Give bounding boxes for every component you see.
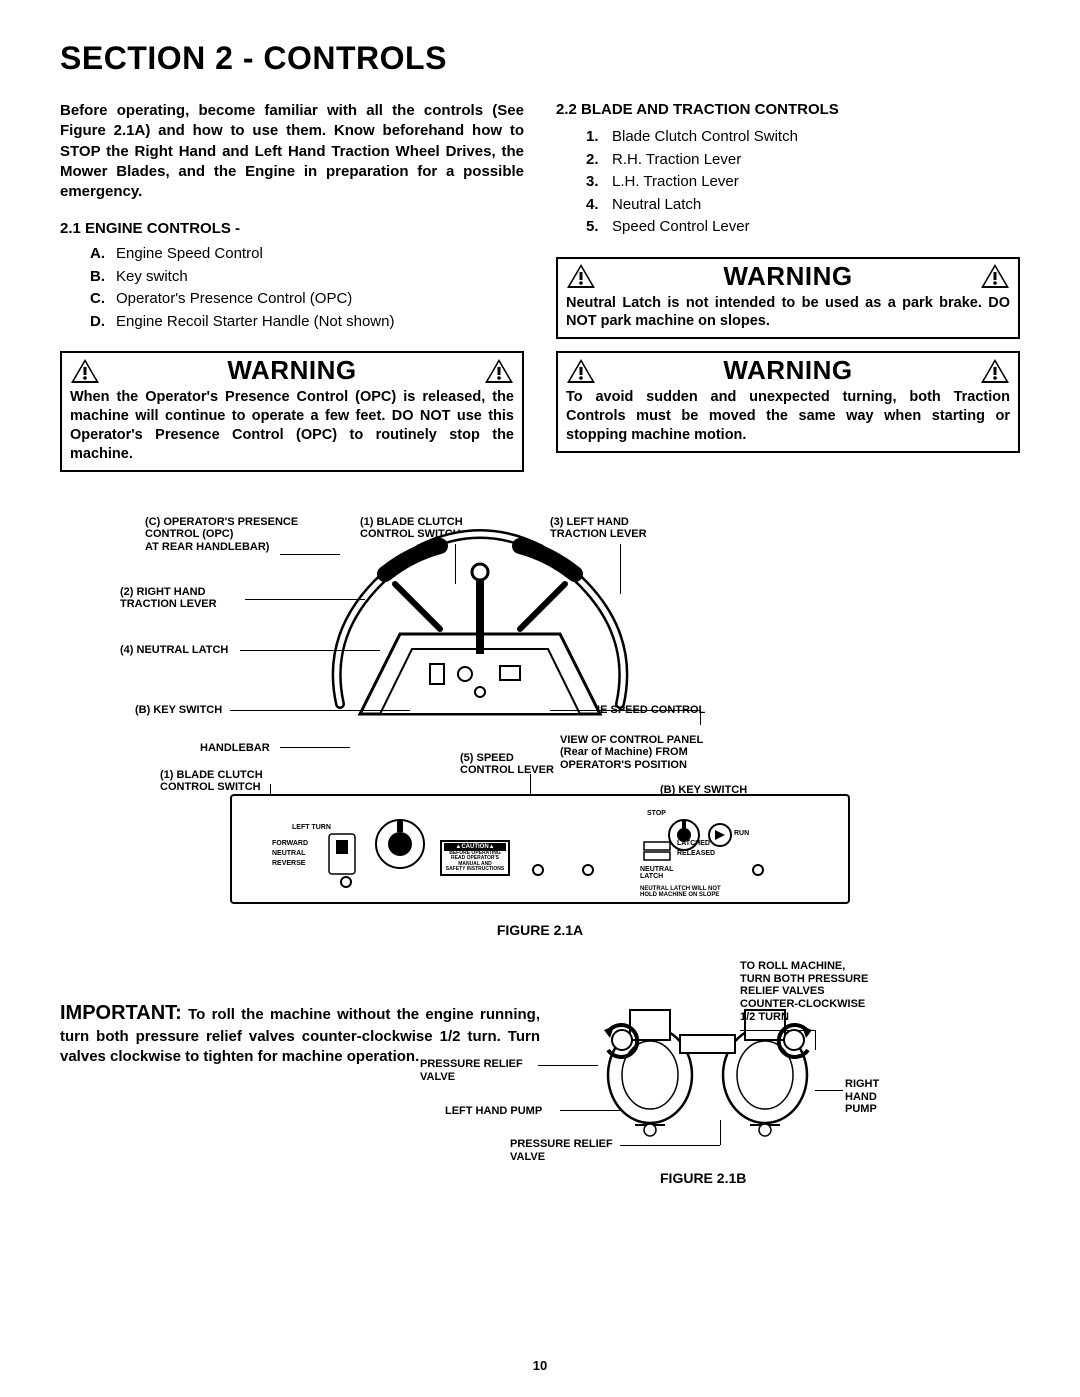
warning-header: WARNING — [62, 353, 522, 386]
fig-b-label-roll-note: TO ROLL MACHINE, TURN BOTH PRESSURE RELI… — [740, 960, 868, 1023]
list-text: L.H. Traction Lever — [612, 171, 739, 194]
right-column: 2.2 BLADE AND TRACTION CONTROLS 1.Blade … — [556, 101, 1020, 484]
fig-label-opc: (C) OPERATOR'S PRESENCE CONTROL (OPC) AT… — [145, 516, 298, 554]
list-text: Speed Control Lever — [612, 216, 750, 239]
list-item: C.Operator's Presence Control (OPC) — [90, 288, 524, 311]
important-word: IMPORTANT: — [60, 1002, 182, 1024]
blade-controls-list: 1.Blade Clutch Control Switch 2.R.H. Tra… — [556, 126, 1020, 239]
engine-controls-list: A.Engine Speed Control B.Key switch C.Op… — [60, 243, 524, 333]
list-item: 1.Blade Clutch Control Switch — [586, 126, 1020, 149]
panel-text-run: RUN — [734, 830, 749, 838]
figure-2-1a: (C) OPERATOR'S PRESENCE CONTROL (OPC) AT… — [60, 504, 1020, 964]
panel-hole-icon — [582, 864, 594, 876]
caution-label: ▲CAUTION▲ BEFORE OPERATING READ OPERATOR… — [440, 840, 510, 876]
panel-text-released: RELEASED — [677, 850, 715, 858]
list-text: R.H. Traction Lever — [612, 149, 741, 172]
list-marker: 2. — [586, 149, 612, 172]
fig-label-rh-traction: (2) RIGHT HAND TRACTION LEVER — [120, 586, 217, 611]
fig-label-neutral-latch: (4) NEUTRAL LATCH — [120, 644, 228, 657]
fig-label-blade-clutch-bottom: (1) BLADE CLUTCH CONTROL SWITCH — [160, 769, 263, 794]
list-item: D.Engine Recoil Starter Handle (Not show… — [90, 311, 524, 334]
list-marker: 3. — [586, 171, 612, 194]
caution-body-text: BEFORE OPERATING READ OPERATOR'S MANUAL … — [444, 851, 506, 873]
blade-controls-heading: 2.2 BLADE AND TRACTION CONTROLS — [556, 101, 1020, 118]
panel-hole-icon — [532, 864, 544, 876]
list-item: 3.L.H. Traction Lever — [586, 171, 1020, 194]
list-text: Key switch — [116, 266, 188, 289]
fig-b-label-lh-pump: LEFT HAND PUMP — [445, 1105, 542, 1118]
switch-icon — [327, 832, 357, 876]
fig-b-label-prv1: PRESSURE RELIEF VALVE — [420, 1058, 523, 1083]
warning-body: To avoid sudden and unexpected turning, … — [558, 386, 1018, 451]
figure-2-1b: TO ROLL MACHINE, TURN BOTH PRESSURE RELI… — [420, 960, 1020, 1220]
handlebar-illustration — [300, 514, 660, 754]
list-marker: 1. — [586, 126, 612, 149]
warning-header: WARNING — [558, 353, 1018, 386]
panel-text-latched: LATCHED — [677, 840, 710, 848]
warning-triangle-icon — [566, 263, 596, 289]
panel-hole-icon — [340, 876, 352, 888]
panel-text-reverse: REVERSE — [272, 860, 305, 868]
list-text: Engine Speed Control — [116, 243, 263, 266]
list-item: 4.Neutral Latch — [586, 194, 1020, 217]
panel-text-stop: STOP — [647, 810, 666, 818]
panel-hole-icon — [752, 864, 764, 876]
warning-title: WARNING — [596, 261, 980, 292]
panel-text-nl-note: NEUTRAL LATCH WILL NOT HOLD MACHINE ON S… — [640, 886, 721, 899]
list-text: Operator's Presence Control (OPC) — [116, 288, 352, 311]
panel-text-neutral: NEUTRAL — [272, 850, 305, 858]
warning-triangle-icon — [980, 263, 1010, 289]
control-panel-illustration: LEFT TURN FORWARD NEUTRAL REVERSE ▲CAUTI… — [230, 794, 850, 904]
figure-b-caption: FIGURE 2.1B — [660, 1170, 746, 1186]
list-item: B.Key switch — [90, 266, 524, 289]
intro-paragraph: Before operating, become familiar with a… — [60, 101, 524, 202]
warning-box-opc: WARNING When the Operator's Presence Con… — [60, 351, 524, 471]
engine-controls-heading: 2.1 ENGINE CONTROLS - — [60, 220, 524, 237]
list-marker: 4. — [586, 194, 612, 217]
blade-dial-icon — [372, 816, 428, 872]
fig-label-speed-lever: (5) SPEED CONTROL LEVER — [460, 752, 554, 777]
panel-text-forward: FORWARD — [272, 840, 308, 848]
list-marker: C. — [90, 288, 116, 311]
warning-body: Neutral Latch is not intended to be used… — [558, 292, 1018, 338]
figure-a-caption: FIGURE 2.1A — [60, 922, 1020, 938]
left-column: Before operating, become familiar with a… — [60, 101, 524, 484]
warning-title: WARNING — [596, 355, 980, 386]
warning-title: WARNING — [100, 355, 484, 386]
panel-text-neutral-latch: NEUTRAL LATCH — [640, 866, 673, 881]
list-text: Blade Clutch Control Switch — [612, 126, 798, 149]
fig-b-label-rh-pump: RIGHT HAND PUMP — [845, 1078, 879, 1116]
warning-box-neutral-latch: WARNING Neutral Latch is not intended to… — [556, 257, 1020, 340]
fig-b-label-prv2: PRESSURE RELIEF VALVE — [510, 1138, 613, 1163]
warning-body: When the Operator's Presence Control (OP… — [62, 386, 522, 469]
fig-label-handlebar: HANDLEBAR — [200, 742, 270, 755]
page-number: 10 — [0, 1358, 1080, 1373]
warning-triangle-icon — [980, 358, 1010, 384]
list-text: Neutral Latch — [612, 194, 701, 217]
run-icon — [707, 822, 733, 848]
warning-triangle-icon — [484, 358, 514, 384]
list-marker: A. — [90, 243, 116, 266]
list-item: A.Engine Speed Control — [90, 243, 524, 266]
fig-label-key-switch-left: (B) KEY SWITCH — [135, 704, 222, 717]
warning-header: WARNING — [558, 259, 1018, 292]
list-marker: B. — [90, 266, 116, 289]
warning-box-traction: WARNING To avoid sudden and unexpected t… — [556, 351, 1020, 453]
panel-text-left-turn: LEFT TURN — [292, 824, 331, 832]
list-marker: D. — [90, 311, 116, 334]
warning-triangle-icon — [566, 358, 596, 384]
list-item: 5.Speed Control Lever — [586, 216, 1020, 239]
list-item: 2.R.H. Traction Lever — [586, 149, 1020, 172]
section-title: SECTION 2 - CONTROLS — [60, 40, 1020, 77]
top-columns: Before operating, become familiar with a… — [60, 101, 1020, 484]
list-marker: 5. — [586, 216, 612, 239]
latch-icon — [642, 840, 672, 862]
warning-triangle-icon — [70, 358, 100, 384]
list-text: Engine Recoil Starter Handle (Not shown) — [116, 311, 394, 334]
